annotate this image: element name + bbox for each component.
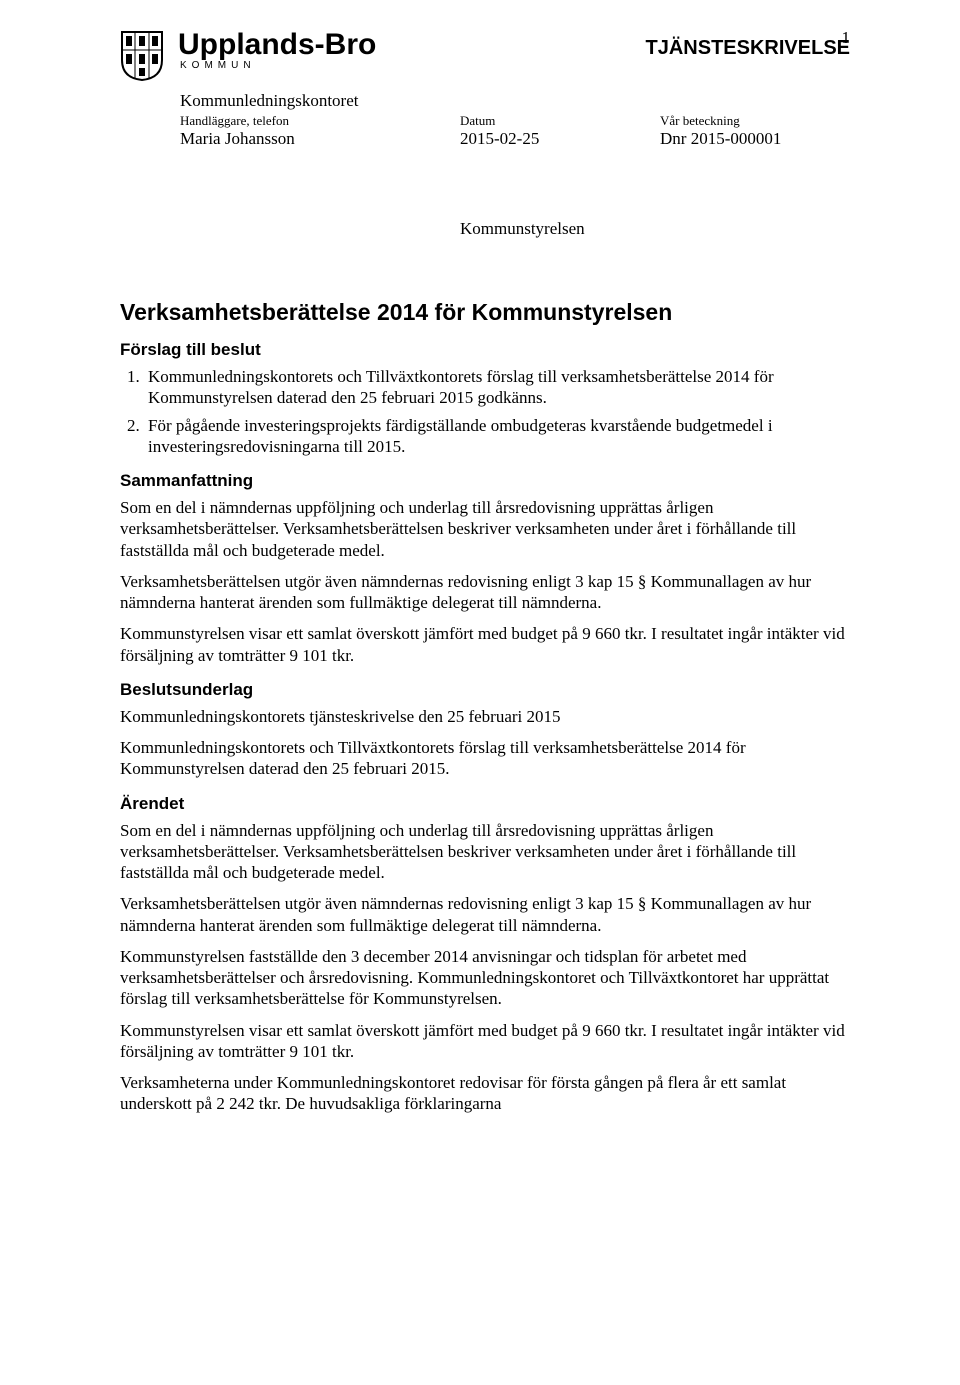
body-paragraph: Verksamhetsberättelsen utgör även nämnde… bbox=[120, 571, 850, 614]
handler-value: Maria Johansson bbox=[180, 129, 460, 149]
section-heading-forslag: Förslag till beslut bbox=[120, 340, 850, 360]
ref-label: Vår beteckning bbox=[660, 113, 860, 129]
body-paragraph: Kommunstyrelsen visar ett samlat översko… bbox=[120, 1020, 850, 1063]
recipient: Kommunstyrelsen bbox=[460, 219, 850, 239]
body-paragraph: Verksamheterna under Kommunledningskonto… bbox=[120, 1072, 850, 1115]
body-paragraph: Som en del i nämndernas uppföljning och … bbox=[120, 497, 850, 561]
document-type: TJÄNSTESKRIVELSE bbox=[646, 37, 850, 60]
ref-value: Dnr 2015-000001 bbox=[660, 129, 860, 149]
document-body: Verksamhetsberättelse 2014 för Kommunsty… bbox=[120, 299, 850, 1115]
date-value: 2015-02-25 bbox=[460, 129, 660, 149]
section-heading-sammanfattning: Sammanfattning bbox=[120, 471, 850, 491]
document-header: Upplands-Bro KOMMUN TJÄNSTESKRIVELSE bbox=[120, 28, 850, 87]
page-number: 1 bbox=[842, 28, 851, 48]
decision-list: Kommunledningskontorets och Tillväxtkont… bbox=[120, 366, 850, 457]
department-name: Kommunledningskontoret bbox=[180, 91, 850, 111]
date-label: Datum bbox=[460, 113, 660, 129]
brand-name: Upplands-Bro bbox=[178, 28, 376, 62]
body-paragraph: Kommunstyrelsen visar ett samlat översko… bbox=[120, 623, 850, 666]
section-heading-beslutsunderlag: Beslutsunderlag bbox=[120, 680, 850, 700]
document-meta: Kommunledningskontoret Handläggare, tele… bbox=[180, 91, 850, 239]
decision-item: Kommunledningskontorets och Tillväxtkont… bbox=[144, 366, 850, 409]
body-paragraph: Kommunledningskontorets och Tillväxtkont… bbox=[120, 737, 850, 780]
document-page: 1 Upplands-Bro KOMMUN TJÄNSTESKRI bbox=[0, 0, 960, 1385]
document-title: Verksamhetsberättelse 2014 för Kommunsty… bbox=[120, 299, 850, 326]
section-heading-arendet: Ärendet bbox=[120, 794, 850, 814]
body-paragraph: Verksamhetsberättelsen utgör även nämnde… bbox=[120, 893, 850, 936]
body-paragraph: Kommunledningskontorets tjänsteskrivelse… bbox=[120, 706, 850, 727]
body-paragraph: Som en del i nämndernas uppföljning och … bbox=[120, 820, 850, 884]
handler-label: Handläggare, telefon bbox=[180, 113, 460, 129]
decision-item: För pågående investeringsprojekts färdig… bbox=[144, 415, 850, 458]
body-paragraph: Kommunstyrelsen fastställde den 3 decemb… bbox=[120, 946, 850, 1010]
municipality-crest-icon bbox=[120, 30, 164, 87]
